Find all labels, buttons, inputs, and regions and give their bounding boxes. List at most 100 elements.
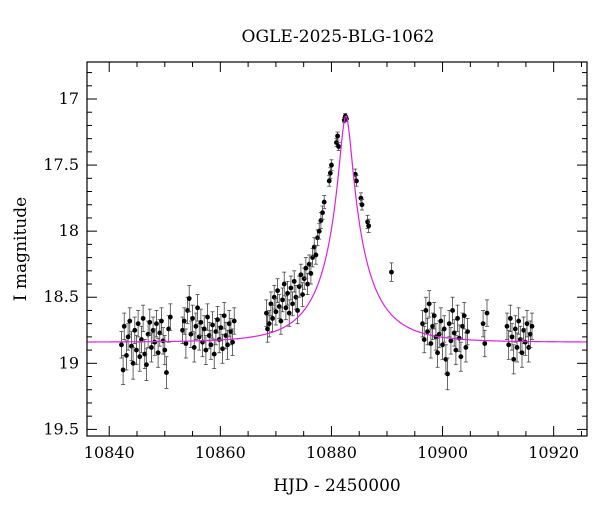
chart-title: OGLE-2025-BLG-1062 xyxy=(242,27,435,47)
data-point xyxy=(181,307,187,335)
point-marker xyxy=(463,345,469,350)
data-point xyxy=(529,312,535,340)
data-point xyxy=(124,340,129,371)
point-marker xyxy=(283,305,289,311)
data-point xyxy=(300,282,305,307)
point-marker xyxy=(441,326,447,332)
point-marker xyxy=(511,356,517,362)
point-marker xyxy=(451,330,457,336)
point-marker xyxy=(290,301,295,307)
data-point xyxy=(186,284,192,313)
data-point xyxy=(230,328,235,356)
point-marker xyxy=(208,342,214,348)
data-point xyxy=(291,270,297,293)
point-marker xyxy=(450,308,455,313)
point-marker xyxy=(516,318,522,324)
data-point xyxy=(211,339,217,370)
y-tick-label: 19.5 xyxy=(43,419,79,438)
point-marker xyxy=(221,313,227,319)
point-marker xyxy=(435,350,440,356)
data-point xyxy=(463,332,469,363)
point-marker xyxy=(220,346,225,352)
data-point xyxy=(320,205,325,220)
point-marker xyxy=(512,326,518,332)
data-point xyxy=(448,327,454,355)
point-marker xyxy=(529,323,535,329)
point-marker xyxy=(286,310,292,316)
data-point xyxy=(210,311,215,339)
point-marker xyxy=(142,351,148,357)
point-marker xyxy=(484,310,490,316)
point-marker xyxy=(201,326,207,332)
point-marker xyxy=(125,334,131,340)
point-marker xyxy=(461,313,467,319)
point-marker xyxy=(149,345,154,350)
point-marker xyxy=(327,170,333,176)
data-point xyxy=(191,332,197,363)
point-marker xyxy=(438,318,444,324)
point-marker xyxy=(440,342,445,348)
point-marker xyxy=(509,334,515,340)
x-tick-label: 10880 xyxy=(306,443,357,462)
data-point xyxy=(205,303,210,331)
data-point xyxy=(504,312,510,340)
point-marker xyxy=(524,321,530,327)
data-point xyxy=(359,199,365,211)
data-point xyxy=(445,357,450,391)
point-marker xyxy=(223,333,229,338)
data-point xyxy=(166,315,172,343)
data-point xyxy=(507,304,513,332)
data-point xyxy=(482,329,488,358)
point-marker xyxy=(132,327,138,333)
point-marker xyxy=(455,315,460,321)
point-marker xyxy=(180,327,185,333)
point-marker xyxy=(121,323,127,329)
axis-tick-labels: 10840 10860 10880 10900 10920 17 17.5 18 18.5 19 1… xyxy=(43,89,579,462)
point-marker xyxy=(428,341,434,346)
point-marker xyxy=(203,347,209,353)
data-point xyxy=(425,317,430,346)
data-point xyxy=(285,280,290,306)
point-marker xyxy=(458,354,464,360)
point-marker xyxy=(300,292,305,297)
point-marker xyxy=(298,272,304,278)
point-marker xyxy=(270,315,275,321)
data-point xyxy=(225,329,230,360)
point-marker xyxy=(275,288,280,294)
point-marker xyxy=(266,321,272,327)
point-marker xyxy=(230,339,235,345)
point-marker xyxy=(308,271,314,276)
data-point xyxy=(167,303,173,331)
point-marker xyxy=(124,352,129,358)
point-marker xyxy=(198,319,204,325)
point-marker xyxy=(514,345,520,350)
y-tick-label: 19 xyxy=(59,353,79,372)
data-point xyxy=(484,299,490,327)
data-point xyxy=(426,290,432,318)
plot-frame xyxy=(86,61,588,437)
point-marker xyxy=(181,318,187,324)
data-point xyxy=(438,307,444,335)
data-point xyxy=(354,175,359,187)
axis-ticks xyxy=(87,62,587,436)
point-marker xyxy=(147,319,153,325)
data-point xyxy=(120,354,126,385)
point-marker xyxy=(482,341,488,346)
data-point xyxy=(326,175,332,187)
data-point xyxy=(329,159,334,171)
point-marker xyxy=(460,323,465,329)
point-marker xyxy=(211,351,217,357)
point-marker xyxy=(218,325,224,331)
point-marker xyxy=(519,350,525,356)
data-point xyxy=(134,335,139,366)
point-marker xyxy=(162,347,168,353)
point-marker xyxy=(359,202,365,208)
point-marker xyxy=(527,331,533,337)
data-point xyxy=(162,335,168,366)
point-marker xyxy=(431,313,437,319)
data-point xyxy=(316,222,322,240)
point-marker xyxy=(127,318,133,324)
data-point xyxy=(435,337,440,368)
data-point xyxy=(421,325,427,354)
